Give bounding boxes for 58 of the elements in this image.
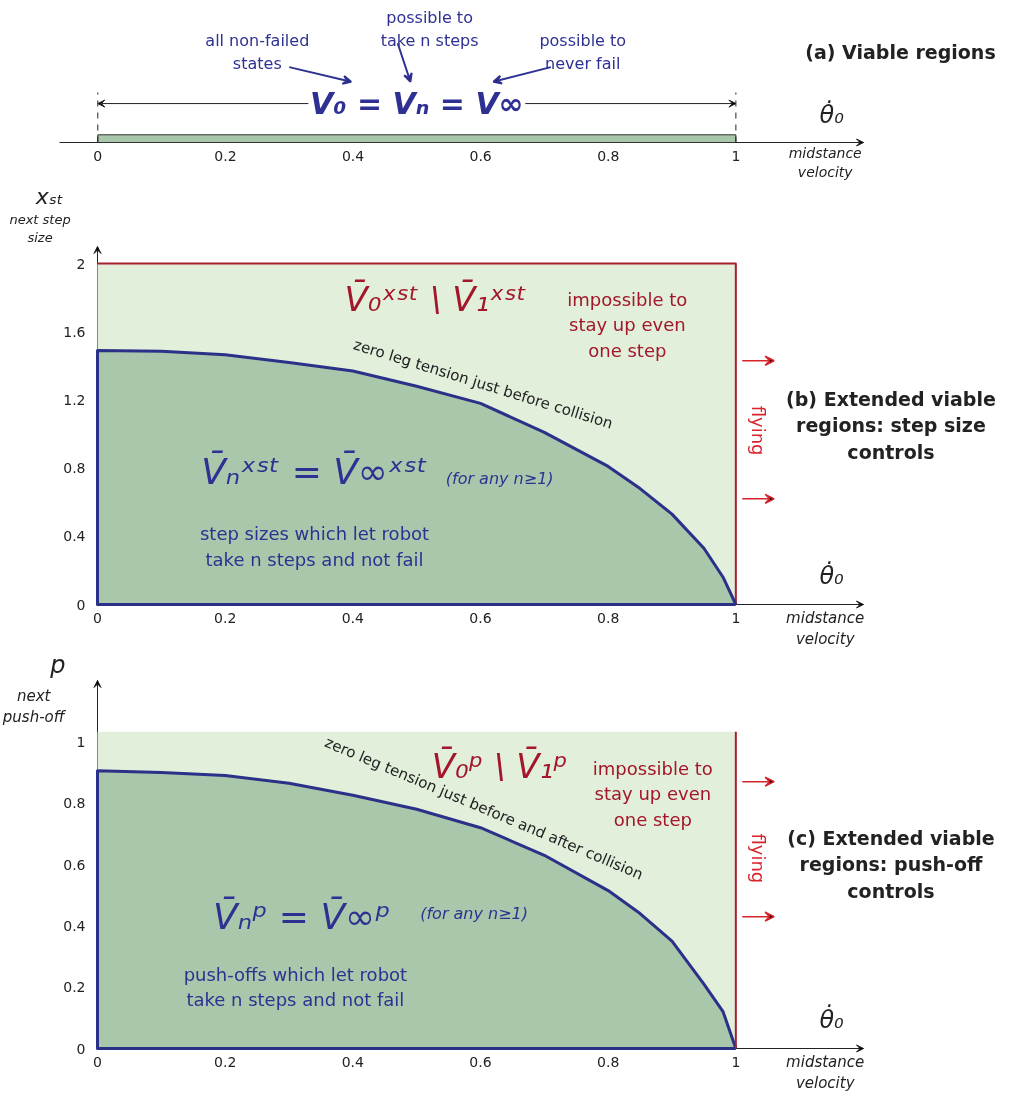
chart-title: (a) Viable regions (805, 40, 996, 63)
annotation: flying (747, 405, 769, 456)
y-tick-label: 0.2 (63, 979, 86, 996)
y-tick-label: 0.6 (63, 856, 86, 873)
x-tick-label: 0.2 (214, 609, 237, 626)
x-tick-label: 0.4 (341, 147, 365, 164)
x-tick-label: 0.6 (469, 609, 492, 626)
annotation: push-offs which let robot take n steps and not fail (183, 964, 408, 1011)
x-tick-label: 0.8 (597, 609, 620, 626)
text: midstance velocity (788, 144, 862, 180)
annotation: (for any n≥1) (420, 904, 529, 924)
x-axis-title: θ̇₀ (819, 560, 845, 591)
annotation: V̄ₙᵖ = V̄∞ᵖ (213, 895, 391, 938)
x-tick-label: 0.2 (214, 147, 237, 164)
x-tick-label: 1 (731, 609, 741, 626)
y-axis-title: xₛₜ (34, 183, 64, 209)
y-tick-label: 0.8 (63, 795, 86, 812)
annotation: flying (747, 833, 769, 884)
annotation: (for any n≥1) (445, 468, 554, 488)
annotation: V̄ₙˣˢᵗ = V̄∞ˣˢᵗ (201, 450, 428, 493)
annotation: impossible to stay up even one step (592, 758, 713, 830)
y-tick-label: 2 (76, 255, 86, 272)
annotation: V̄₀ˣˢᵗ \ V̄₁ˣˢᵗ (344, 279, 528, 320)
text: possible to take n steps (380, 7, 479, 50)
x-tick-label: 1 (731, 147, 741, 164)
x-tick-label: 0.4 (341, 609, 365, 626)
y-tick-label: 0 (76, 596, 86, 613)
y-tick-label: 1.6 (63, 323, 86, 340)
x-tick-label: 0.6 (469, 1053, 492, 1070)
x-tick-label: 0 (93, 147, 103, 164)
y-axis-title: p (49, 650, 66, 679)
text: V₀ = Vₙ = V∞ (310, 86, 524, 122)
x-axis-title: θ̇₀ (819, 1004, 845, 1034)
y-tick-label: 0.4 (63, 917, 86, 934)
text: midstance velocity (786, 608, 865, 649)
text: (c) Extended viable regions: push-off controls (787, 827, 995, 902)
x-tick-label: 0.6 (469, 147, 492, 164)
text: next push-off (1, 686, 67, 727)
x-axis-title: θ̇₀ (819, 100, 845, 130)
y-tick-label: 0.4 (63, 528, 86, 545)
x-tick-label: 1 (731, 1053, 741, 1070)
annotation: impossible to stay up even one step (567, 289, 688, 361)
x-tick-label: 0.8 (597, 1053, 620, 1070)
text: (b) Extended viable regions: step size controls (786, 388, 996, 463)
y-tick-label: 0.8 (63, 460, 86, 477)
text: next step size (9, 212, 71, 245)
text: all non-failed states (205, 30, 310, 73)
y-tick-label: 1.2 (63, 391, 86, 408)
x-tick-label: 0 (93, 1053, 102, 1070)
x-tick-label: 0.4 (341, 1053, 365, 1070)
text: possible to never fail (539, 30, 627, 73)
x-tick-label: 0.2 (214, 1053, 237, 1070)
x-tick-label: 0 (93, 609, 102, 626)
x-tick-label: 0.8 (597, 147, 620, 164)
text: midstance velocity (786, 1052, 865, 1093)
annotation: step sizes which let robot take n steps and not fail (199, 523, 430, 570)
y-tick-label: 0 (76, 1040, 86, 1057)
y-tick-label: 1 (76, 733, 86, 750)
